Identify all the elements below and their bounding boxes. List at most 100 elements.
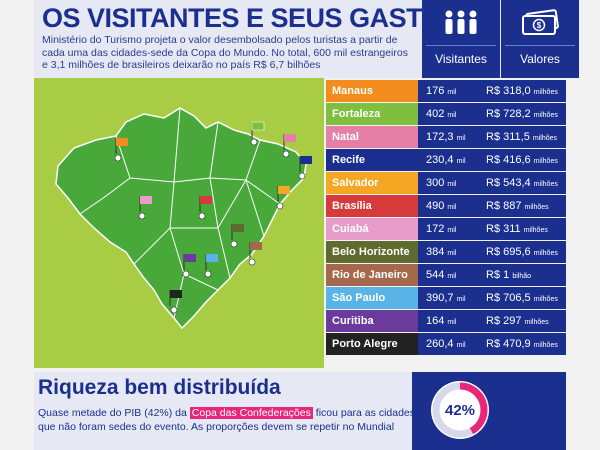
table-row: Curitiba 164 mil R$ 297 milhões: [326, 310, 566, 332]
money-number: R$ 887: [486, 200, 522, 212]
city-name: Natal: [326, 126, 418, 148]
money-unit: milhões: [533, 89, 558, 96]
visitors-unit: mil: [447, 227, 457, 234]
money-value: R$ 470,9 milhões: [486, 333, 566, 355]
city-name: Rio de Janeiro: [326, 264, 418, 286]
city-name: Belo Horizonte: [326, 241, 418, 263]
money-value: R$ 318,0 milhões: [486, 80, 566, 102]
visitors-number: 544: [426, 269, 445, 281]
values-column-label: Valores: [520, 52, 560, 66]
city-name: Salvador: [326, 172, 418, 194]
money-value: R$ 543,4 milhões: [486, 172, 566, 194]
money-unit: milhões: [533, 342, 558, 349]
table-row: Cuiabá 172 mil R$ 311 milhões: [326, 218, 566, 240]
money-unit: milhões: [533, 158, 558, 165]
svg-text:$: $: [537, 21, 542, 30]
column-header-visitors: Visitantes: [422, 0, 500, 78]
table-row: Manaus 176 mil R$ 318,0 milhões: [326, 80, 566, 102]
money-number: R$ 318,0: [486, 85, 531, 97]
table-row: São Paulo 390,7 mil R$ 706,5 milhões: [326, 287, 566, 309]
city-name: São Paulo: [326, 287, 418, 309]
visitors-number: 176: [426, 85, 445, 97]
money-number: R$ 728,2: [486, 108, 531, 120]
money-number: R$ 706,5: [486, 292, 531, 304]
visitors-value: 490 mil: [426, 195, 478, 217]
gauge-arc: [432, 382, 488, 438]
visitors-number: 230,4: [426, 154, 454, 166]
table-row: Fortaleza 402 mil R$ 728,2 milhões: [326, 103, 566, 125]
bottom-text-after: ficou para as cidades que não foram sede…: [38, 407, 416, 433]
bottom-text: Quase metade do PIB (42%) da Copa das Co…: [38, 406, 428, 434]
table-row: Porto Alegre 260,4 mil R$ 470,9 milhões: [326, 333, 566, 355]
visitors-value: 300 mil: [426, 172, 478, 194]
visitors-number: 390,7: [426, 292, 454, 304]
visitors-value: 260,4 mil: [426, 333, 478, 355]
money-number: R$ 695,6: [486, 246, 531, 258]
money-unit: milhões: [533, 181, 558, 188]
visitors-column-label: Visitantes: [435, 52, 487, 66]
money-value: R$ 311 milhões: [486, 218, 566, 240]
visitors-number: 164: [426, 315, 445, 327]
money-value: R$ 297 milhões: [486, 310, 566, 332]
brazil-map-panel: [34, 78, 324, 368]
visitors-unit: mil: [447, 319, 457, 326]
city-name: Porto Alegre: [326, 333, 418, 355]
visitors-value: 544 mil: [426, 264, 478, 286]
visitors-unit: mil: [447, 112, 457, 119]
column-header-values: $ Valores: [501, 0, 579, 78]
bottom-text-before: Quase metade do PIB (42%) da: [38, 407, 190, 419]
visitors-unit: mil: [456, 296, 466, 303]
money-number: R$ 1: [486, 269, 510, 281]
city-name: Brasília: [326, 195, 418, 217]
visitors-unit: mil: [447, 273, 457, 280]
brazil-outline: [55, 107, 307, 330]
visitors-number: 490: [426, 200, 445, 212]
visitors-value: 390,7 mil: [426, 287, 478, 309]
visitors-unit: mil: [447, 250, 457, 257]
city-name: Fortaleza: [326, 103, 418, 125]
money-number: R$ 470,9: [486, 338, 531, 350]
visitors-number: 300: [426, 177, 445, 189]
money-unit: milhões: [532, 135, 558, 142]
money-unit: bilhão: [512, 273, 531, 280]
money-number: R$ 297: [486, 315, 522, 327]
highlight-label: Copa das Confederações: [189, 407, 313, 419]
money-value: R$ 728,2 milhões: [486, 103, 566, 125]
visitors-value: 176 mil: [426, 80, 478, 102]
city-name: Curitiba: [326, 310, 418, 332]
city-name: Cuiabá: [326, 218, 418, 240]
visitors-number: 172: [426, 223, 445, 235]
visitors-number: 260,4: [426, 338, 454, 350]
visitors-value: 230,4 mil: [426, 149, 478, 171]
brazil-map: [34, 78, 324, 368]
header: OS VISITANTES E SEUS GASTOS Ministério d…: [34, 0, 579, 78]
people-icon: [445, 10, 477, 34]
table-row: Salvador 300 mil R$ 543,4 milhões: [326, 172, 566, 194]
money-value: R$ 706,5 milhões: [486, 287, 566, 309]
city-name: Recife: [326, 149, 418, 171]
money-value: R$ 1 bilhão: [486, 264, 566, 286]
money-icon: $: [522, 9, 559, 35]
visitors-unit: mil: [456, 158, 466, 165]
table-row: Brasília 490 mil R$ 887 milhões: [326, 195, 566, 217]
visitors-value: 384 mil: [426, 241, 478, 263]
visitors-number: 172,3: [426, 131, 454, 143]
table-row: Belo Horizonte 384 mil R$ 695,6 milhões: [326, 241, 566, 263]
page-title: OS VISITANTES E SEUS GASTOS: [42, 3, 460, 33]
money-unit: milhões: [524, 204, 549, 211]
bottom-title: Riqueza bem distribuída: [38, 376, 281, 399]
money-number: R$ 543,4: [486, 177, 531, 189]
money-number: R$ 311,5: [486, 131, 530, 143]
money-unit: milhões: [533, 250, 558, 257]
money-number: R$ 416,6: [486, 154, 531, 166]
visitors-unit: mil: [447, 204, 457, 211]
visitors-value: 172 mil: [426, 218, 478, 240]
money-unit: milhões: [524, 319, 549, 326]
visitors-value: 172,3 mil: [426, 126, 478, 148]
money-unit: milhões: [533, 296, 558, 303]
city-name: Manaus: [326, 80, 418, 102]
money-value: R$ 416,6 milhões: [486, 149, 566, 171]
visitors-unit: mil: [456, 135, 466, 142]
visitors-unit: mil: [447, 181, 457, 188]
